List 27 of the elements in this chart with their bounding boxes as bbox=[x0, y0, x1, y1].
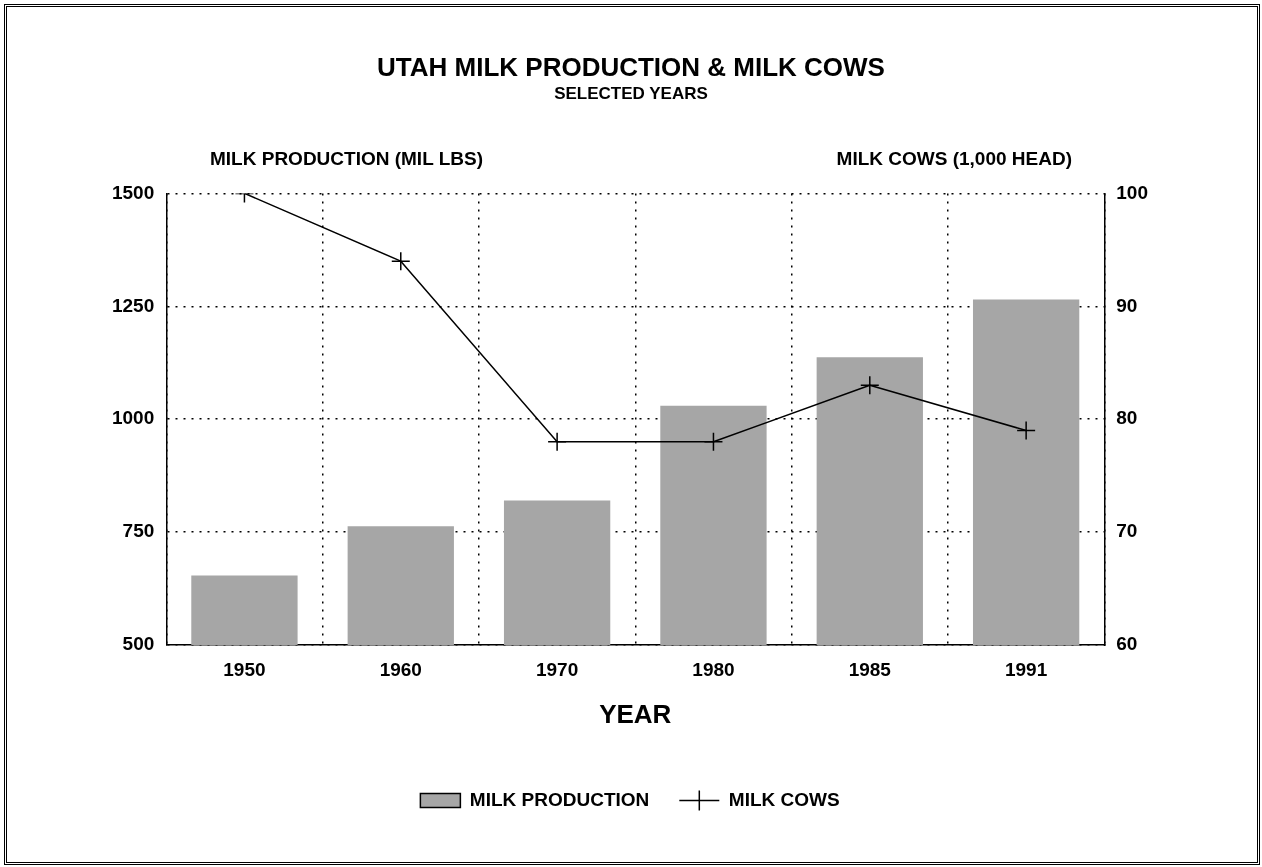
y-tick-label: 500 bbox=[122, 633, 155, 655]
y2-axis-title: MILK COWS (1,000 HEAD) bbox=[836, 148, 1072, 170]
y-tick-label: 750 bbox=[122, 520, 155, 542]
x-tick-label: 1980 bbox=[692, 658, 735, 680]
y-axis-title: MILK PRODUCTION (MIL LBS) bbox=[210, 148, 484, 170]
legend-label: MILK COWS bbox=[728, 788, 840, 810]
point bbox=[547, 432, 567, 452]
point bbox=[860, 375, 880, 396]
x-tick-label: 1960 bbox=[379, 658, 422, 680]
x-axis-title: YEAR bbox=[599, 698, 672, 729]
y2-tick-label: 90 bbox=[1116, 294, 1138, 316]
x-tick-label: 1950 bbox=[223, 658, 266, 680]
y2-tick-label: 70 bbox=[1116, 520, 1138, 542]
chart-title: UTAH MILK PRODUCTION & MILK COWS bbox=[376, 52, 886, 83]
point bbox=[703, 432, 724, 452]
y2-tick-label: 60 bbox=[1116, 633, 1138, 655]
y-tick-label: 1500 bbox=[111, 181, 155, 203]
y2-tick-label: 100 bbox=[1116, 181, 1148, 203]
y-tick-label: 1000 bbox=[111, 407, 155, 429]
x-tick-label: 1991 bbox=[1004, 658, 1048, 680]
point bbox=[1016, 420, 1036, 441]
chart-subtitle: SELECTED YEARS bbox=[553, 84, 709, 104]
y-tick-label: 1250 bbox=[111, 294, 155, 316]
x-tick-label: 1970 bbox=[535, 658, 579, 680]
x-tick-label: 1985 bbox=[848, 658, 892, 680]
y2-tick-label: 80 bbox=[1116, 407, 1138, 429]
legend-label: MILK PRODUCTION bbox=[469, 788, 650, 810]
